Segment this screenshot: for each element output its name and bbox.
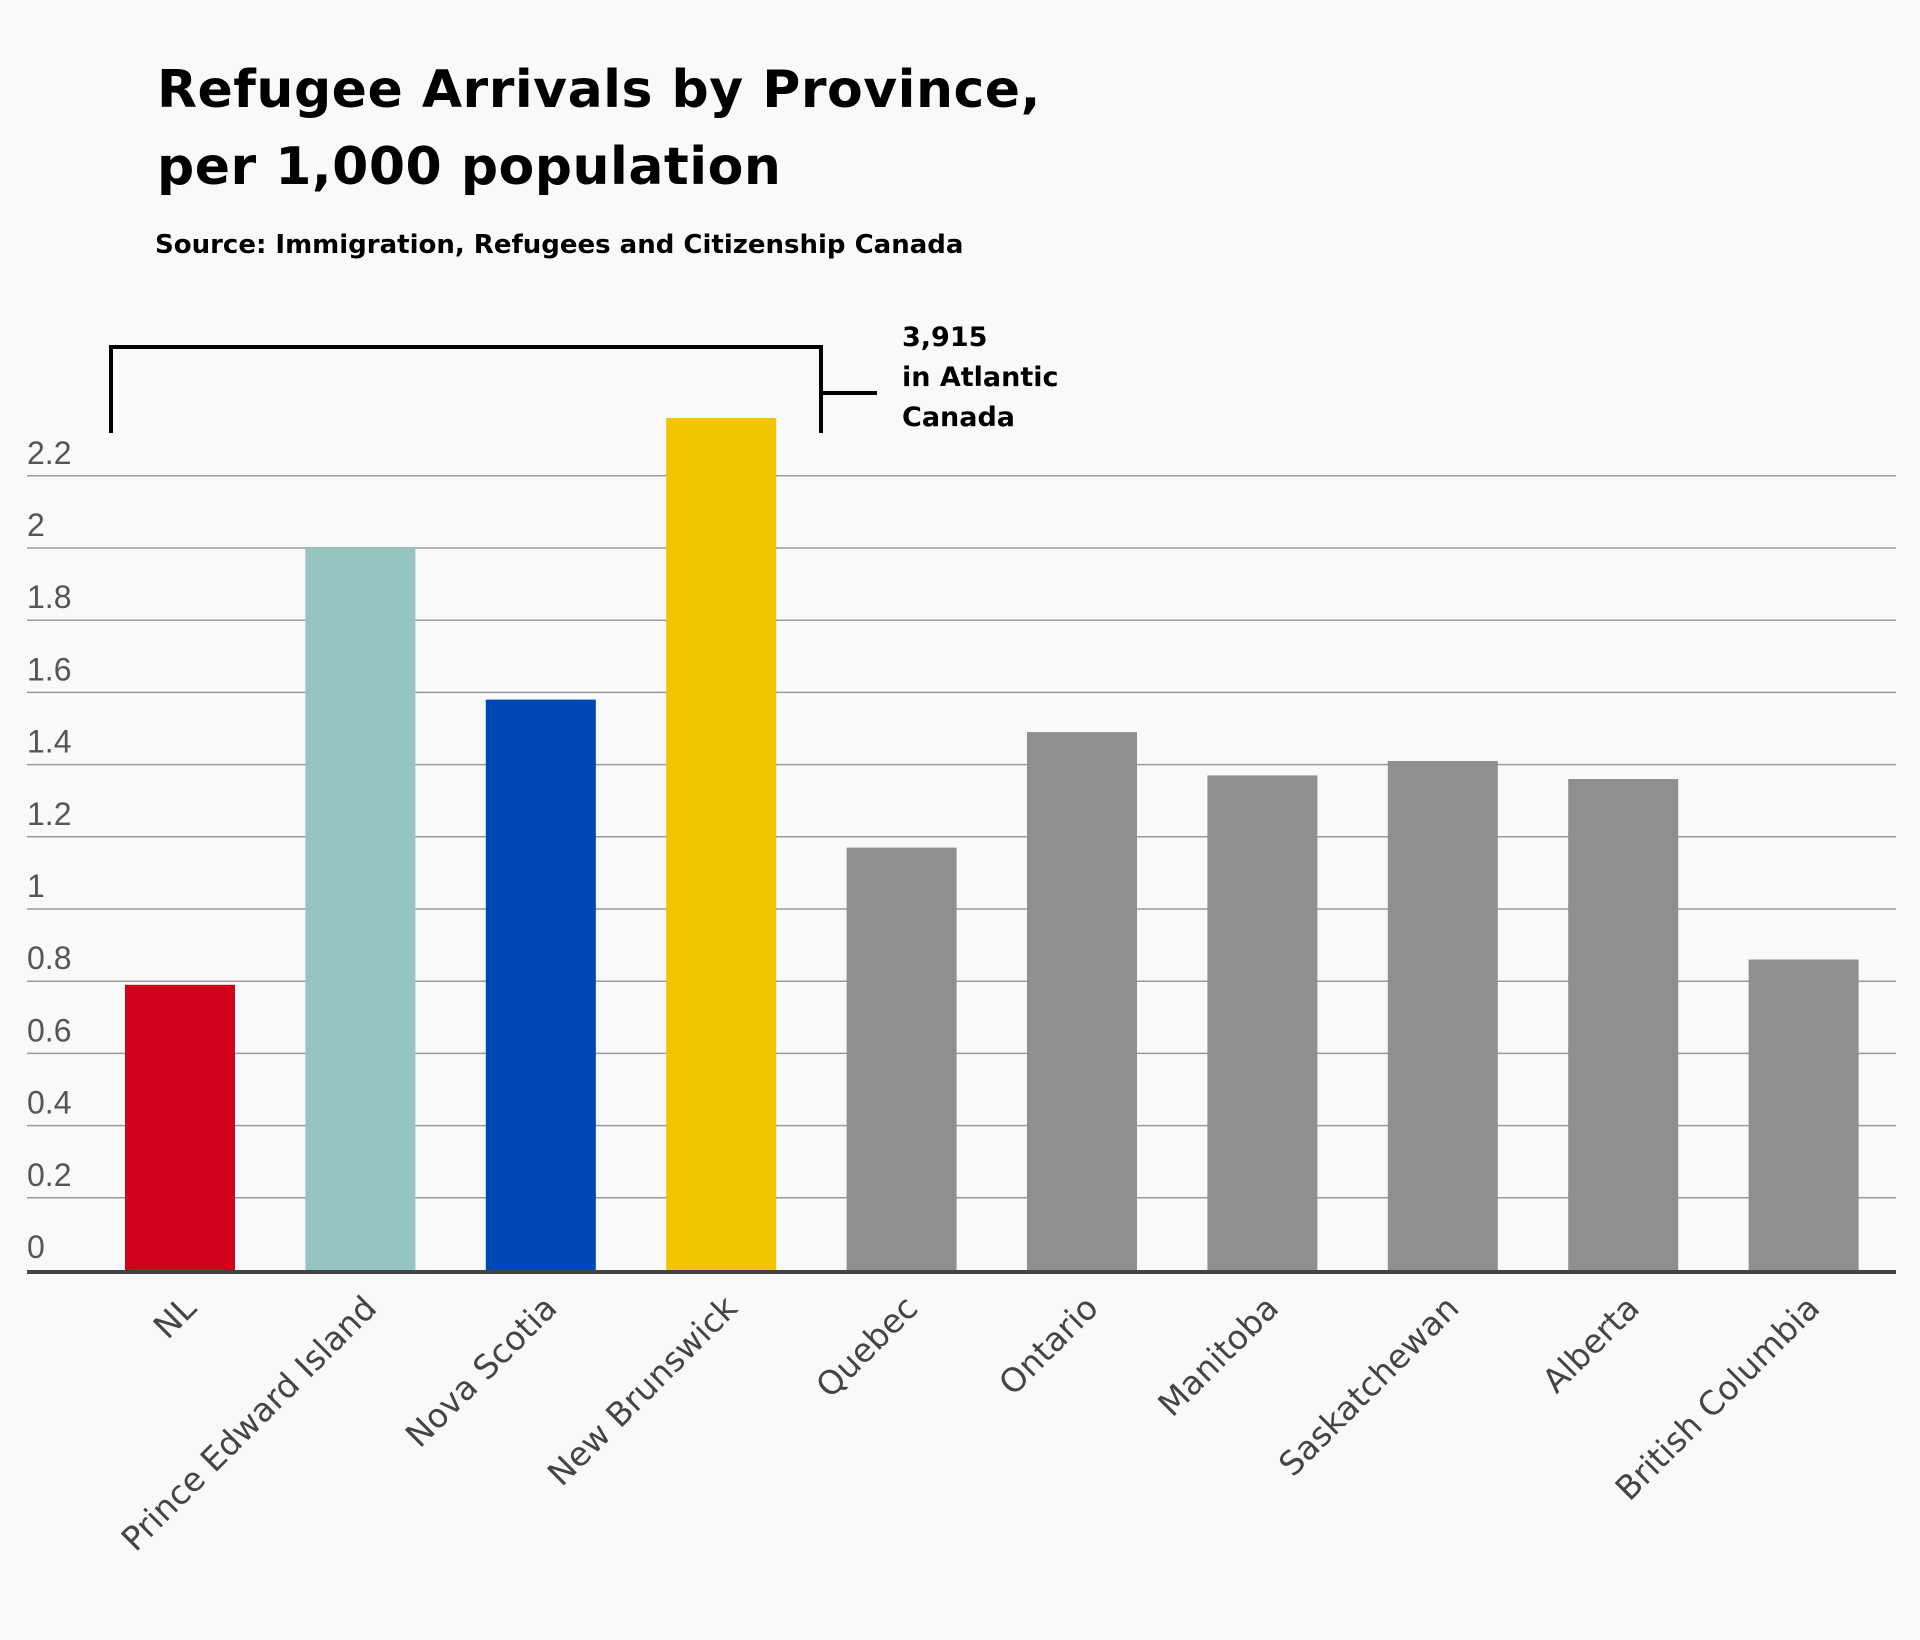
bar-quebec bbox=[846, 847, 957, 1270]
bar-manitoba bbox=[1207, 775, 1318, 1270]
bar-saskatchewan bbox=[1387, 760, 1498, 1270]
bar-nova-scotia bbox=[485, 699, 596, 1270]
y-tick-label: 0 bbox=[27, 1229, 45, 1265]
y-tick-label: 1 bbox=[27, 868, 45, 904]
y-tick-label: 0.6 bbox=[27, 1012, 71, 1048]
bar-ontario bbox=[1027, 732, 1137, 1270]
title-line-2: per 1,000 population bbox=[157, 137, 782, 197]
y-tick-label: 1.8 bbox=[27, 579, 71, 615]
x-tick-label: Nova Scotia bbox=[398, 1288, 565, 1455]
annotation-line: Canada bbox=[902, 402, 1016, 433]
bar-alberta bbox=[1568, 779, 1679, 1270]
x-tick-label: Quebec bbox=[808, 1288, 925, 1405]
chart-title: Refugee Arrivals by Province, per 1,000 p… bbox=[157, 52, 1041, 206]
y-tick-label: 0.4 bbox=[27, 1085, 71, 1121]
bar-prince-edward-island bbox=[305, 548, 416, 1270]
y-tick-label: 0.8 bbox=[27, 940, 71, 976]
bar-british-columbia bbox=[1748, 959, 1859, 1270]
x-tick-label: New Brunswick bbox=[540, 1287, 746, 1493]
x-tick-label: Alberta bbox=[1535, 1288, 1647, 1400]
bar-nl bbox=[125, 984, 235, 1270]
x-tick-label: NL bbox=[146, 1288, 204, 1346]
x-tick-label: Prince Edward Island bbox=[114, 1288, 384, 1558]
title-line-1: Refugee Arrivals by Province, bbox=[157, 60, 1041, 120]
annotation-line: in Atlantic bbox=[902, 362, 1059, 393]
x-tick-label: Manitoba bbox=[1150, 1288, 1286, 1424]
y-tick-label: 2.2 bbox=[27, 435, 71, 471]
x-tick-label: Saskatchewan bbox=[1271, 1288, 1467, 1484]
atlantic-bracket bbox=[109, 345, 877, 433]
y-tick-label: 1.6 bbox=[27, 651, 71, 687]
y-tick-label: 1.2 bbox=[27, 796, 71, 832]
x-tick-label: Ontario bbox=[991, 1288, 1106, 1403]
y-tick-label: 2 bbox=[27, 507, 45, 543]
chart-source: Source: Immigration, Refugees and Citize… bbox=[155, 230, 964, 260]
atlantic-annotation: 3,915 in Atlantic Canada bbox=[902, 318, 1059, 438]
y-tick-label: 1.4 bbox=[27, 724, 71, 760]
bar-new-brunswick bbox=[666, 418, 777, 1270]
y-tick-label: 0.2 bbox=[27, 1157, 71, 1193]
annotation-line: 3,915 bbox=[902, 322, 988, 353]
